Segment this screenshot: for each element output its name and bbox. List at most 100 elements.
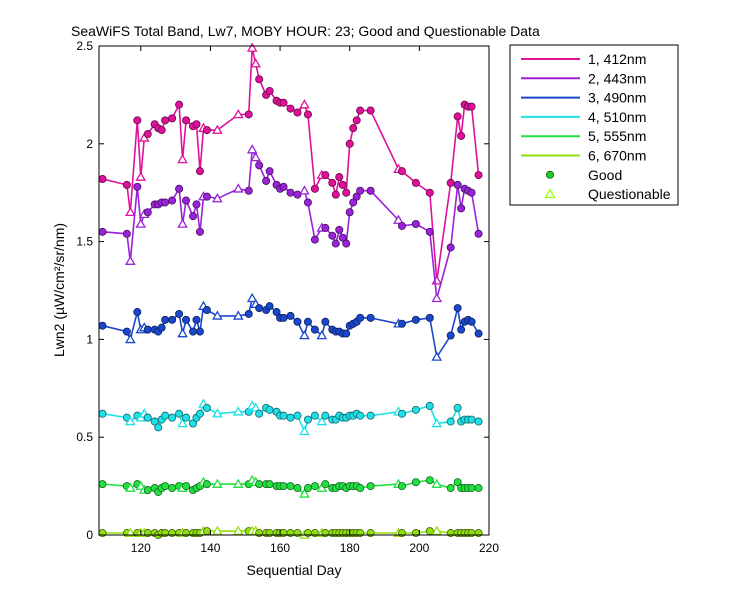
data-point-good <box>265 529 274 538</box>
series-6 <box>98 525 483 540</box>
chart-title: SeaWiFS Total Band, Lw7, MOBY HOUR: 23; … <box>71 23 540 39</box>
data-point-good <box>342 329 351 338</box>
data-point-good <box>331 239 340 248</box>
data-point-good <box>356 411 365 420</box>
data-point-good <box>321 529 330 538</box>
data-point-good <box>474 484 483 493</box>
data-point-good <box>255 529 264 538</box>
data-point-questionable <box>431 417 443 428</box>
y-axis-label: Lwn2 (µW/cm²/sr/nm) <box>51 223 67 357</box>
data-point-questionable <box>232 183 244 193</box>
data-point-good <box>331 190 340 199</box>
data-point-good <box>303 484 312 493</box>
data-point-good <box>366 186 375 195</box>
data-point-questionable <box>299 99 310 109</box>
data-point-questionable <box>212 310 223 320</box>
data-point-good <box>453 403 462 412</box>
data-point-good <box>279 313 288 322</box>
data-point-questionable <box>299 425 310 436</box>
data-point-good <box>262 176 271 185</box>
data-point-good <box>182 315 191 324</box>
data-point-good <box>411 478 420 487</box>
data-point-questionable <box>232 406 244 416</box>
data-point-good <box>157 323 166 332</box>
legend-label: 2, 443nm <box>588 70 646 86</box>
data-point-good <box>161 411 170 420</box>
data-point-good <box>310 235 319 244</box>
data-point-good <box>255 480 264 489</box>
x-axis-label: Sequential Day <box>247 562 342 578</box>
data-point-good <box>143 486 152 495</box>
legend-marker-questionable <box>544 188 556 199</box>
data-point-good <box>397 409 406 418</box>
data-point-good <box>122 327 131 336</box>
x-tick-label: 200 <box>409 541 429 555</box>
axes-layer: 120 140 160 180 200 220 0 0.5 1 1.5 2 2.5 <box>76 39 499 555</box>
legend-marker-good <box>546 170 555 179</box>
legend-label: 3, 490nm <box>588 90 646 106</box>
data-point-good <box>342 239 351 248</box>
y-tick-label: 0 <box>86 528 93 542</box>
data-point-good <box>303 317 312 326</box>
data-point-good <box>286 529 295 538</box>
data-point-good <box>168 529 177 538</box>
data-point-questionable <box>125 206 136 217</box>
series-5 <box>98 474 483 498</box>
data-point-questionable <box>177 417 188 428</box>
plot-area <box>98 45 490 536</box>
data-point-good <box>397 167 406 176</box>
data-point-good <box>457 325 466 334</box>
legend-label: 1, 412nm <box>588 51 646 67</box>
data-point-good <box>189 327 198 336</box>
data-point-good <box>345 139 354 148</box>
data-point-good <box>310 184 319 193</box>
data-point-good <box>467 484 476 493</box>
data-point-good <box>356 529 365 538</box>
data-point-good <box>272 308 281 317</box>
legend-label: 5, 555nm <box>588 128 646 144</box>
data-point-good <box>182 482 191 491</box>
data-point-good <box>202 403 211 412</box>
data-point-good <box>195 409 204 418</box>
data-point-good <box>338 180 347 189</box>
data-point-good <box>397 529 406 538</box>
data-point-good <box>303 415 312 424</box>
x-tick-label: 160 <box>270 541 290 555</box>
data-point-good <box>366 106 375 115</box>
data-point-good <box>425 227 434 236</box>
data-point-good <box>349 124 358 133</box>
data-point-questionable <box>299 488 310 498</box>
series-layer <box>98 42 483 540</box>
data-point-good <box>293 411 302 420</box>
data-point-good <box>310 482 319 491</box>
data-point-good <box>122 229 131 238</box>
data-point-good <box>175 100 184 109</box>
data-point-good <box>446 178 455 187</box>
data-point-good <box>321 317 330 326</box>
data-point-good <box>143 529 152 538</box>
data-point-good <box>143 413 152 422</box>
data-point-good <box>195 167 204 176</box>
data-point-questionable <box>177 153 188 164</box>
data-point-good <box>98 321 107 330</box>
data-point-good <box>321 411 330 420</box>
data-point-questionable <box>299 329 310 340</box>
data-point-good <box>98 227 107 236</box>
y-tick-label: 2.5 <box>76 39 93 53</box>
data-point-good <box>98 409 107 418</box>
data-point-good <box>143 208 152 217</box>
data-point-good <box>168 413 177 422</box>
data-point-good <box>366 482 375 491</box>
data-point-good <box>286 104 295 113</box>
data-point-good <box>286 482 295 491</box>
data-point-good <box>293 317 302 326</box>
data-point-questionable <box>135 171 147 181</box>
data-point-good <box>293 108 302 117</box>
data-point-good <box>168 196 177 205</box>
data-point-good <box>338 233 347 242</box>
data-point-good <box>255 409 264 418</box>
series-1 <box>98 42 483 285</box>
data-point-good <box>352 192 361 201</box>
data-point-questionable <box>177 218 188 228</box>
data-point-good <box>98 175 107 184</box>
